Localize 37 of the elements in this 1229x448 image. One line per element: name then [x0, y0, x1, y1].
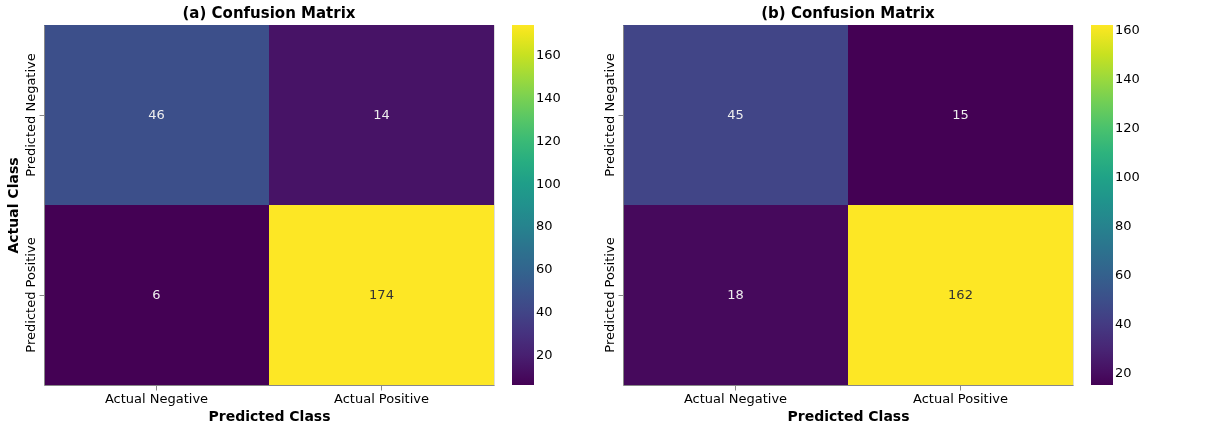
data-label: 46	[148, 107, 165, 122]
y-tick-label: Predicted Positive	[601, 237, 617, 353]
color-bar-label: 120	[1115, 119, 1140, 135]
data-label: 18	[727, 287, 744, 302]
data-label: 162	[948, 287, 973, 302]
color-bar-label: 20	[536, 347, 553, 362]
color-bar-label: 60	[1115, 266, 1132, 282]
color-bar-label: 100	[1115, 168, 1140, 184]
y-tick-label: Predicted Positive	[22, 237, 38, 353]
y-tick-label: Predicted Negative	[22, 53, 38, 177]
data-label: 15	[952, 107, 969, 122]
x-tick-label: Actual Positive	[913, 390, 1008, 406]
data-label: 45	[727, 107, 744, 122]
color-bar-label: 100	[536, 175, 561, 191]
data-label: 14	[373, 107, 390, 122]
color-bar-label: 60	[536, 261, 553, 277]
color-bar-label: 20	[1115, 364, 1132, 380]
x-axis-title: Predicted Class	[787, 407, 910, 424]
color-bar-label: 140	[1115, 70, 1140, 86]
chart-title: (a) Confusion Matrix	[182, 4, 356, 22]
x-tick-label: Actual Negative	[104, 390, 209, 406]
data-label: 6	[152, 287, 161, 302]
color-bar-label: 160	[536, 47, 561, 62]
color-bar-label: 80	[1115, 217, 1132, 233]
x-axis-title: Predicted Class	[208, 407, 331, 424]
y-tick-label: Predicted Negative	[601, 53, 617, 177]
chart-title: (b) Confusion Matrix	[761, 4, 936, 22]
color-bar-label: 120	[536, 132, 561, 148]
x-tick-label: Actual Negative	[683, 390, 788, 406]
color-bar-label: 80	[536, 218, 553, 234]
y-axis-title: Actual Class	[4, 157, 21, 254]
color-bar-label: 40	[536, 304, 553, 320]
color-bar-label: 40	[1115, 315, 1132, 331]
x-tick-label: Actual Positive	[334, 390, 429, 406]
data-label: 174	[369, 287, 394, 302]
color-bar-label: 160	[1115, 21, 1140, 37]
color-bar-label: 140	[536, 89, 561, 105]
